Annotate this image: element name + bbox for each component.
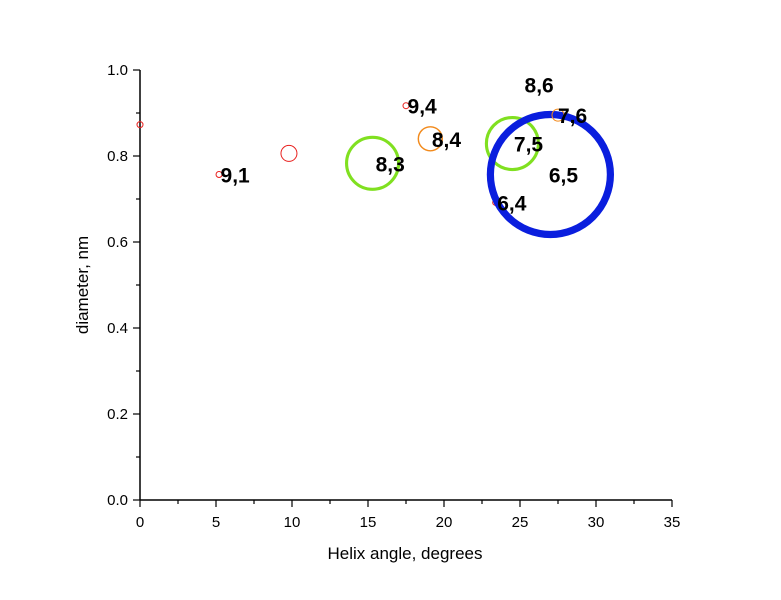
point-label: 8,3 bbox=[376, 153, 405, 176]
x-tick-label: 10 bbox=[284, 514, 301, 531]
point-label: 9,4 bbox=[408, 96, 438, 119]
point-label: 6,5 bbox=[549, 164, 579, 187]
point-label: 9,1 bbox=[221, 164, 251, 187]
point-label: 6,4 bbox=[497, 192, 527, 215]
data-point bbox=[280, 144, 298, 162]
y-tick-label: 0.6 bbox=[107, 234, 128, 251]
y-tick-label: 1.0 bbox=[107, 62, 128, 79]
y-tick-label: 0.8 bbox=[107, 148, 128, 165]
data-point bbox=[402, 102, 410, 110]
data-point bbox=[136, 121, 144, 129]
point-label: 7,5 bbox=[514, 134, 544, 157]
data-point bbox=[551, 108, 565, 122]
y-axis-title: diameter, nm bbox=[73, 236, 92, 334]
data-point bbox=[484, 115, 540, 172]
x-tick-label: 25 bbox=[512, 514, 529, 531]
y-tick-label: 0.4 bbox=[107, 320, 128, 337]
x-axis-title: Helix angle, degrees bbox=[328, 544, 483, 563]
x-tick-label: 15 bbox=[360, 514, 377, 531]
point-label: 8,4 bbox=[432, 129, 462, 152]
data-point bbox=[417, 126, 444, 152]
point-labels: 9,1 8,3 9,4 8,4 8,67,6 7,56,5 6,4 bbox=[221, 75, 588, 216]
x-tick-label: 35 bbox=[664, 514, 681, 531]
data-point bbox=[215, 170, 223, 178]
ticks: 0 5 10 15 20 25 30 35 0.0 0.2 0.4 0.6 0.8 1.0 bbox=[107, 62, 680, 531]
data-points bbox=[136, 102, 615, 239]
y-tick-label: 0.0 bbox=[107, 492, 128, 509]
x-tick-label: 5 bbox=[212, 514, 220, 531]
point-label: 8,6 bbox=[525, 75, 554, 98]
data-point bbox=[344, 135, 401, 191]
x-tick-label: 20 bbox=[436, 514, 453, 531]
y-tick-label: 0.2 bbox=[107, 406, 128, 423]
x-tick-label: 0 bbox=[136, 514, 144, 531]
data-point bbox=[486, 110, 615, 239]
x-tick-label: 30 bbox=[588, 514, 605, 531]
point-label: 7,6 bbox=[558, 105, 587, 128]
